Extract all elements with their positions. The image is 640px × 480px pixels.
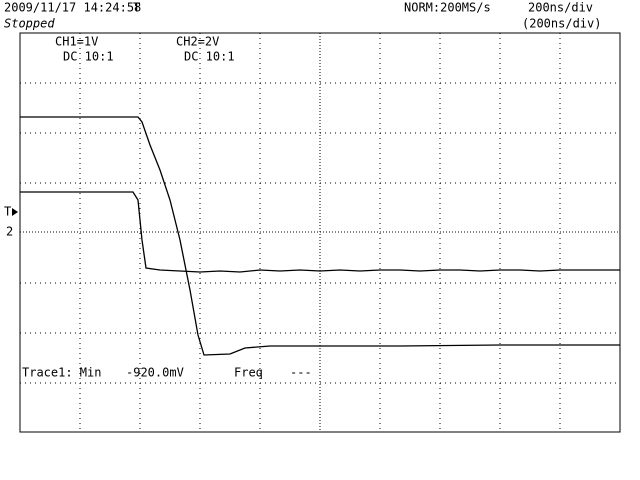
status: Stopped bbox=[4, 17, 55, 31]
mode: NORM:200MS/s bbox=[404, 1, 491, 15]
ch1-coupling: DC 10:1 bbox=[63, 50, 114, 64]
trace-ch2 bbox=[20, 191, 620, 273]
trigger-marker: T bbox=[133, 1, 140, 15]
timebase: 200ns/div bbox=[528, 1, 593, 15]
timebase-sub: (200ns/div) bbox=[522, 17, 601, 31]
trace-ch1 bbox=[20, 116, 620, 356]
ch2-scale: CH2=2V bbox=[176, 35, 219, 49]
datetime: 2009/11/17 14:24:58 bbox=[4, 1, 141, 15]
ch2-coupling: DC 10:1 bbox=[184, 50, 235, 64]
measure-label: Trace1: Min bbox=[22, 366, 101, 380]
ground-marker: 2 bbox=[6, 225, 13, 239]
measure-value: -920.0mV bbox=[126, 366, 184, 380]
freq-label: Freq bbox=[234, 366, 263, 380]
graticule bbox=[19, 32, 621, 433]
ch1-scale: CH1=1V bbox=[55, 35, 98, 49]
trigger-arrow bbox=[12, 208, 18, 216]
trigger-level-marker: T bbox=[4, 205, 11, 219]
freq-value: --- bbox=[290, 366, 312, 380]
